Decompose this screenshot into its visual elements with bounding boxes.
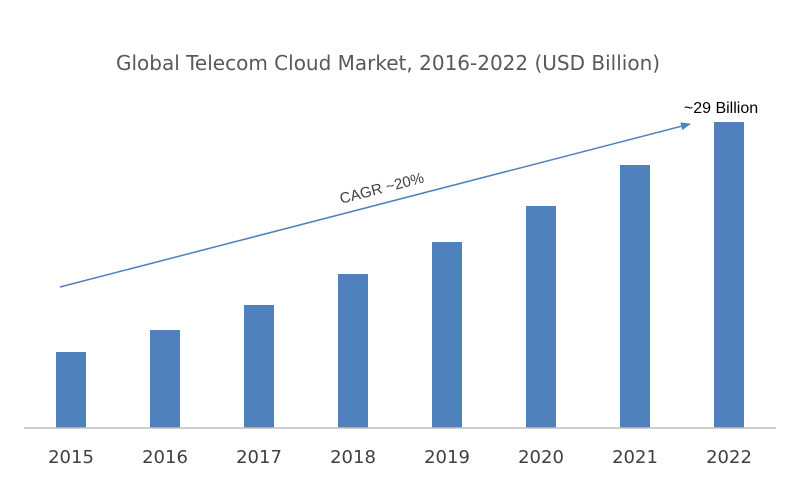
- x-tick-label-2016: 2016: [142, 447, 188, 468]
- bar-2016: [150, 330, 180, 428]
- x-tick-label-2015: 2015: [48, 447, 94, 468]
- bar-2018: [338, 274, 368, 428]
- bar-2017: [244, 305, 274, 428]
- bar-2022: [714, 122, 744, 428]
- x-tick-label-2019: 2019: [424, 447, 470, 468]
- bar-2020: [526, 206, 556, 428]
- x-tick-label-2021: 2021: [612, 447, 658, 468]
- bar-2015: [56, 352, 86, 428]
- x-tick-label-2020: 2020: [518, 447, 564, 468]
- x-tick-label-2018: 2018: [330, 447, 376, 468]
- cagr-trend-arrow: [59, 122, 691, 288]
- chart-title: Global Telecom Cloud Market, 2016-2022 (…: [116, 51, 660, 75]
- x-tick-label-2017: 2017: [236, 447, 282, 468]
- x-tick-label-2022: 2022: [706, 447, 752, 468]
- bar-group: [56, 122, 744, 428]
- x-tick-labels: 2015 2016 2017 2018 2019 2020 2021 2022: [48, 447, 752, 468]
- cagr-annotation: CAGR ~20%: [338, 170, 426, 208]
- bar-2021: [620, 165, 650, 428]
- bar-2019: [432, 242, 462, 428]
- end-value-annotation: ~29 Billion: [684, 100, 758, 117]
